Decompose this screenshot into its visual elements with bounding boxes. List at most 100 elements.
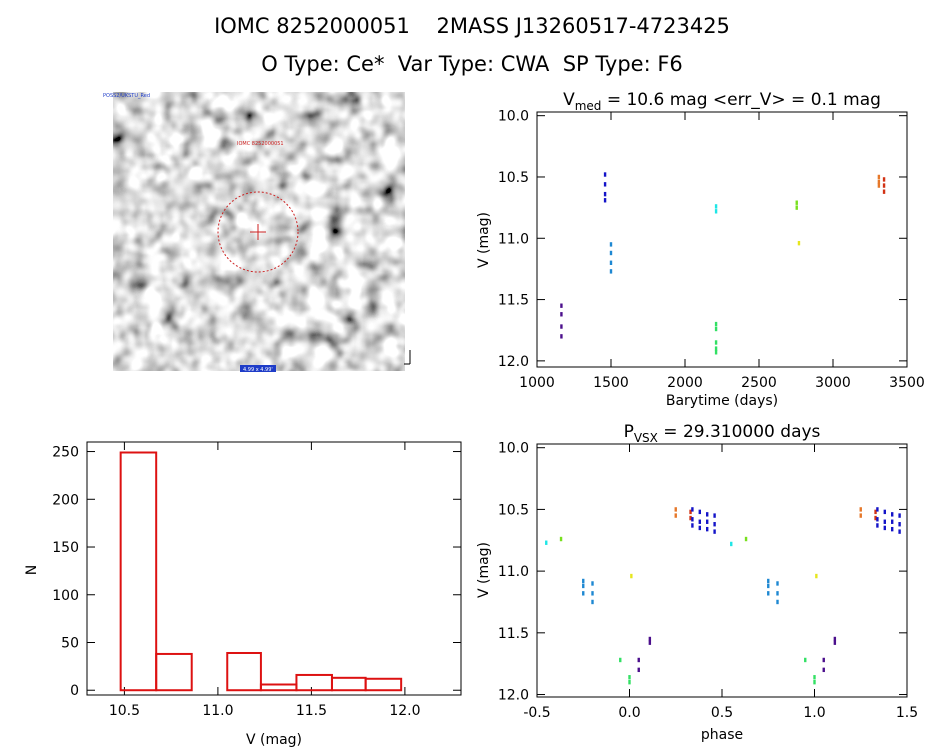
phased-data-point [559,536,563,542]
phased-data-point [767,591,770,596]
lightcurve-xtick-label: 3500 [889,375,925,391]
histogram-xtick-label: 11.0 [202,703,233,719]
phased-data-point [691,507,694,512]
lightcurve-xtick-label: 1000 [519,375,555,391]
lightcurve-data-point [714,350,718,355]
phased-data-point [822,657,825,663]
histogram-ytick-label: 50 [61,635,79,651]
lightcurve-data-point [882,183,886,188]
phased-data-point [689,515,692,521]
lightcurve-ylabel: V (mag) [476,212,492,268]
lightcurve-title-subscript: med [575,99,602,113]
lightcurve-ticks: 1000 1500 2000 2500 3000 3500 10.0 10.5 11.0 11.5… [498,109,925,391]
phased-data-point [822,667,825,673]
phased-data-point [833,636,837,642]
lightcurve-title-prefix: V [563,90,575,110]
phased-data-point [545,540,548,545]
lightcurve-data-point [603,198,607,203]
lightcurve-xlabel: Barytime (days) [666,393,778,409]
phased-data-point [898,522,901,527]
lightcurve-data-point [714,204,718,209]
histogram-ytick-label: 250 [52,445,79,461]
phased-data-point [630,573,633,579]
histogram-ytick-label: 0 [70,683,79,699]
phased-data-point [883,525,886,531]
histogram-bar [119,451,158,692]
phased-xtick-label: 1.0 [803,705,825,721]
phased-data-point [706,526,709,532]
histogram-frame [86,441,462,696]
histogram-xtick-label: 10.5 [109,703,140,719]
phased-ytick-label: 10.5 [498,502,529,518]
phased-title-rest: = 29.310000 days [658,422,821,442]
phased-data-point [874,515,877,521]
histogram-xtick-label: 12.0 [389,703,420,719]
lightcurve-data-point [795,200,798,205]
lightcurve-ytick-label: 10.0 [498,109,529,125]
phased-ytick-label: 10.0 [498,441,529,457]
phased-data-point [648,640,652,645]
phased-data-point [730,541,733,547]
histogram-panel: V (mag) N 10.5 11.0 11.5 12.0 0 50 100 150 200 25… [24,441,462,747]
lightcurve-data-point [877,183,881,188]
histogram-ticks: 10.5 11.0 11.5 12.0 0 50 100 150 200 250 [52,442,461,719]
lightcurve-data-point [882,177,886,182]
phased-data-point [591,599,594,605]
phased-data-point [582,583,585,589]
phased-xtick-label: -0.5 [523,705,550,721]
histogram-bar [295,673,333,692]
lightcurve-data-point [560,324,563,329]
histogram-ylabel: N [24,565,40,575]
target-aperture-circle [217,191,299,273]
lightcurve-points [560,172,886,355]
phased-xtick-label: 0.5 [711,705,733,721]
phased-data-point [813,679,816,685]
lightcurve-data-point [714,326,718,332]
lightcurve-xtick-label: 1500 [593,375,629,391]
phased-data-point [619,657,622,663]
phased-title-prefix: P [624,422,634,442]
phased-xtick-label: 1.5 [896,705,918,721]
phased-data-point [767,578,770,584]
phased-ytick-label: 11.5 [498,626,529,642]
lightcurve-data-point [609,260,613,265]
phased-title: PVSX = 29.310000 days [624,422,821,445]
lightcurve-data-point [714,346,718,351]
chart-title-types: O Type: Ce* Var Type: CWA SP Type: F6 [261,52,683,76]
lightcurve-data-point [603,191,607,197]
phased-data-point [698,519,701,524]
phased-title-subscript: VSX [634,431,658,445]
phased-data-point [637,667,640,673]
chart-title-ids: IOMC 8252000051 2MASS J13260517-4723425 [214,14,730,38]
phased-data-point [883,519,886,524]
phased-data-point [582,591,585,596]
phased-data-point [706,519,709,524]
histogram-ytick-label: 200 [52,492,79,508]
lightcurve-data-point [603,172,607,177]
phased-ticks: -0.5 0.0 0.5 1.0 1.5 10.0 10.5 11.0 11.5 12.0 [498,441,918,721]
lightcurve-data-point [609,250,613,256]
lightcurve-data-point [714,321,718,327]
phased-data-point [859,513,862,518]
phased-ytick-label: 12.0 [498,688,529,704]
histogram-xlabel: V (mag) [246,732,302,747]
phased-data-point [698,525,701,531]
phased-data-point [813,675,816,680]
lightcurve-data-point [714,340,718,345]
phased-data-point [706,512,709,517]
lightcurve-data-point [560,334,563,339]
phased-data-point [815,573,818,579]
histogram-bar [364,677,403,692]
lightcurve-xtick-label: 2000 [667,375,703,391]
phased-data-point [898,529,901,534]
lightcurve-data-point [795,205,798,210]
lightcurve-xtick-label: 2500 [741,375,777,391]
phased-data-point [637,657,640,663]
lightcurve-data-point [603,182,607,187]
histogram-bar [155,652,193,692]
phased-points [545,507,901,685]
lightcurve-data-point [609,269,613,274]
lightcurve-ytick-label: 11.5 [498,293,529,309]
phased-ytick-label: 11.0 [498,564,529,580]
